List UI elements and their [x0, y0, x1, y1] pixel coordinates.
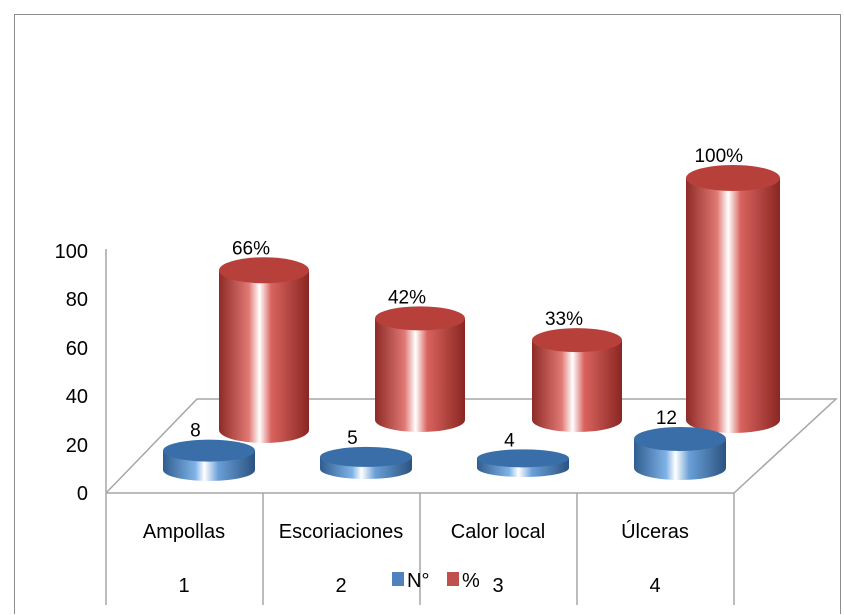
bar-percent-top: [686, 165, 780, 191]
category-label: Ampollas: [143, 521, 225, 543]
y-tick-label: 20: [66, 435, 88, 457]
bar-count-top: [477, 449, 569, 468]
y-tick-label: 0: [77, 483, 88, 505]
data-label: 33%: [545, 309, 583, 330]
bar-percent-body: [532, 340, 622, 432]
floor-outline: [105, 398, 838, 494]
category-label: Úlceras: [621, 520, 689, 543]
bar-percent-top: [375, 306, 465, 331]
chart-frame: [14, 14, 841, 614]
bar-count-top: [320, 446, 412, 467]
bar-percent-top: [219, 257, 309, 284]
bar-percent: 66%: [219, 238, 309, 443]
category-table: [105, 493, 735, 605]
y-tick-label: 40: [66, 386, 88, 408]
data-label: 66%: [232, 238, 270, 259]
y-tick-label: 100: [55, 241, 88, 263]
bar-count-top: [163, 439, 255, 462]
bar-percent-body: [375, 318, 465, 432]
bar-percent: 33%: [532, 309, 622, 432]
category-label: Escoriaciones: [279, 521, 404, 543]
bar-count: 12: [634, 408, 726, 480]
y-tick-label: 60: [66, 338, 88, 360]
data-label: 100%: [694, 146, 743, 167]
series-count: 8 5 4 12: [163, 408, 726, 481]
legend-label-count: N°: [407, 570, 429, 592]
y-tick-label: 80: [66, 289, 88, 311]
y-axis: 0 20 40 60 80 100: [55, 241, 88, 505]
bar-percent: 42%: [375, 287, 465, 432]
legend-swatch-count: [392, 572, 404, 586]
bar-count: 8: [163, 421, 255, 481]
category-number: 2: [335, 575, 346, 597]
legend: N° %: [392, 570, 480, 592]
bar-percent-top: [532, 328, 622, 353]
plot-floor: [105, 249, 838, 494]
data-label: 5: [347, 428, 358, 449]
bar-percent-body: [686, 178, 780, 433]
bar-percent: 100%: [686, 146, 780, 433]
legend-label-percent: %: [462, 570, 480, 592]
category-labels: Ampollas Escoriaciones Calor local Úlcer…: [143, 520, 689, 543]
bar-count: 4: [477, 430, 569, 477]
bar-count-top: [634, 426, 726, 451]
data-label: 4: [504, 430, 515, 451]
series-percent: 66% 42% 33% 100%: [219, 146, 780, 443]
category-numbers: 1 2 3 4: [178, 575, 660, 597]
category-number: 4: [649, 575, 660, 597]
bar-percent-body: [219, 270, 309, 443]
category-label: Calor local: [451, 521, 545, 543]
data-label: 42%: [388, 287, 426, 308]
data-label: 12: [656, 408, 677, 429]
data-label: 8: [190, 421, 201, 442]
category-number: 3: [492, 575, 503, 597]
legend-swatch-percent: [447, 572, 459, 586]
bar-count: 5: [320, 428, 412, 479]
category-number: 1: [178, 575, 189, 597]
